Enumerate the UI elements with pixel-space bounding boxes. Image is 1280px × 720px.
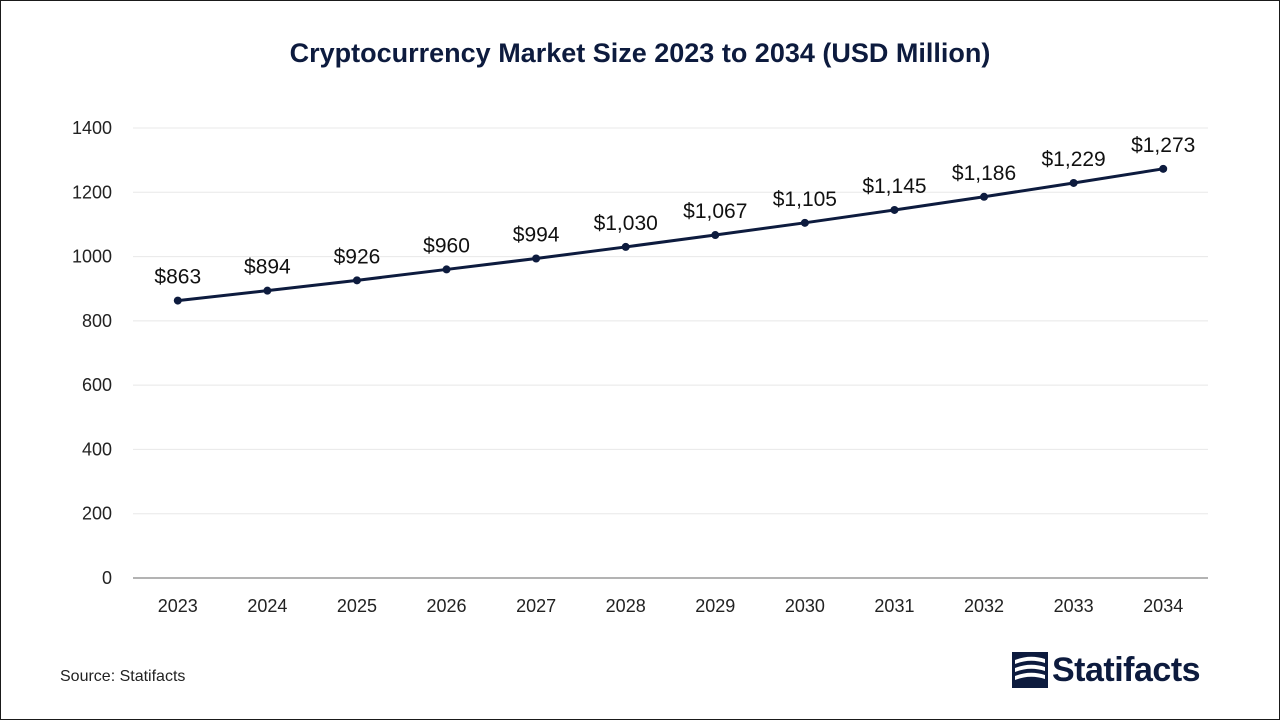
data-point — [1069, 178, 1078, 187]
x-tick-label: 2024 — [247, 596, 287, 616]
statifacts-logo: Statifacts — [1012, 650, 1201, 690]
x-tick-label: 2027 — [516, 596, 556, 616]
y-tick-label: 200 — [82, 504, 112, 524]
data-point — [1159, 164, 1168, 173]
x-tick-label: 2033 — [1054, 596, 1094, 616]
data-label: $863 — [154, 266, 201, 289]
y-tick-label: 1400 — [72, 118, 112, 138]
series-line — [177, 167, 1164, 303]
x-tick-label: 2025 — [337, 596, 377, 616]
data-label: $1,030 — [594, 212, 658, 235]
x-tick-label: 2032 — [964, 596, 1004, 616]
data-point — [532, 254, 541, 263]
x-tick-label: 2030 — [785, 596, 825, 616]
data-point — [352, 276, 361, 285]
data-label: $960 — [423, 234, 470, 257]
y-tick-label: 1000 — [72, 247, 112, 267]
x-tick-label: 2029 — [695, 596, 735, 616]
data-label: $1,067 — [683, 200, 747, 223]
data-point — [800, 218, 809, 227]
data-point — [173, 296, 182, 305]
x-tick-label: 2034 — [1143, 596, 1183, 616]
x-tick-label: 2026 — [427, 596, 467, 616]
y-tick-label: 0 — [102, 568, 112, 588]
y-tick-label: 600 — [82, 375, 112, 395]
statifacts-logo-icon — [1012, 652, 1048, 688]
y-tick-label: 400 — [82, 439, 112, 459]
chart-title: Cryptocurrency Market Size 2023 to 2034 … — [289, 38, 991, 68]
y-tick-label: 1200 — [72, 182, 112, 202]
data-label: $994 — [513, 224, 560, 247]
source-note: Source: Statifacts — [60, 668, 186, 685]
data-label: $1,186 — [952, 162, 1016, 185]
x-tick-label: 2028 — [606, 596, 646, 616]
x-tick-label: 2023 — [158, 596, 198, 616]
data-label: $1,105 — [773, 188, 837, 211]
brand-name: Statifacts — [1052, 650, 1201, 689]
data-label: $894 — [244, 256, 291, 279]
data-label: $1,145 — [862, 175, 926, 198]
y-tick-label: 800 — [82, 311, 112, 331]
data-point — [263, 286, 272, 295]
x-tick-label: 2031 — [874, 596, 914, 616]
data-point — [890, 205, 899, 214]
data-point — [442, 265, 451, 274]
data-label: $1,229 — [1042, 148, 1106, 171]
data-point — [711, 231, 720, 240]
data-label: $926 — [334, 245, 381, 268]
data-point — [980, 192, 989, 201]
data-label: $1,273 — [1131, 134, 1195, 157]
data-point — [621, 242, 630, 251]
